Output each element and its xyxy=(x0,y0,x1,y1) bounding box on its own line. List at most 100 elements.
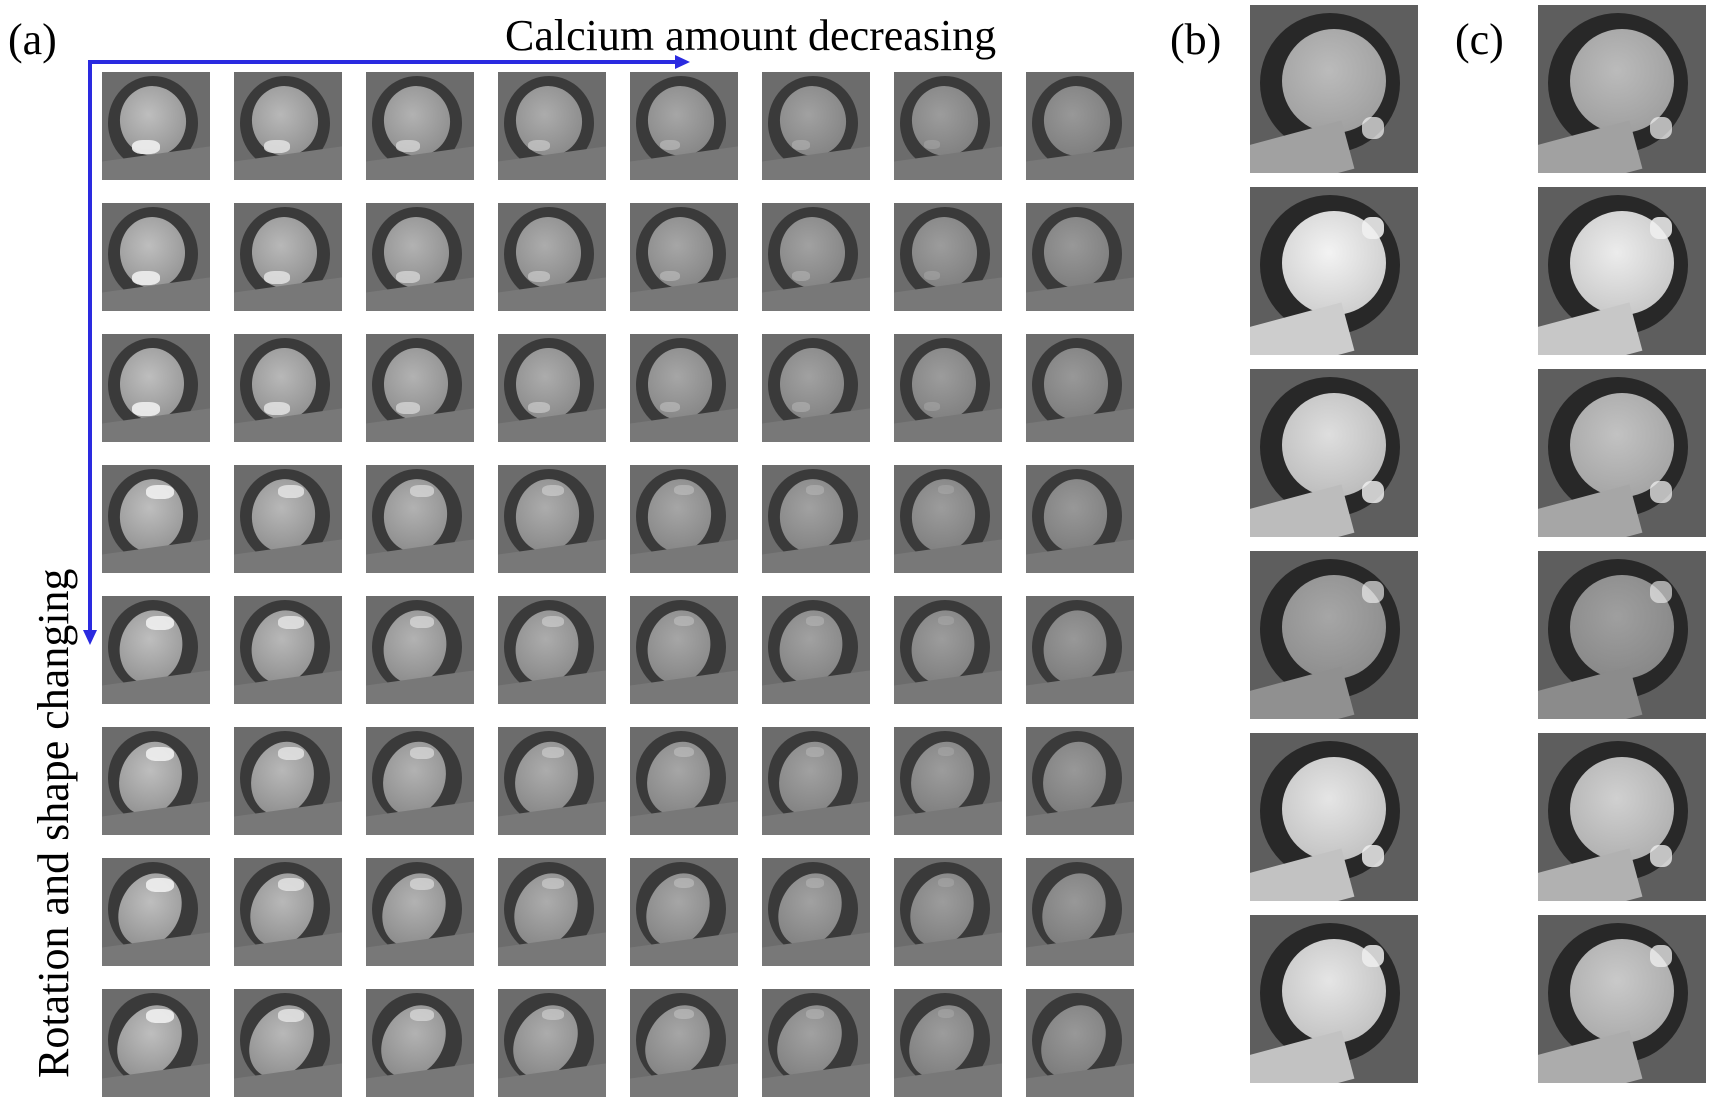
grid-image-tile xyxy=(234,465,342,573)
grid-image-tile xyxy=(498,72,606,180)
grid-image-tile xyxy=(630,72,738,180)
panel-c-image-column xyxy=(1538,5,1708,1087)
calcium-spot xyxy=(278,878,304,892)
grid-image-tile xyxy=(102,989,210,1097)
calcium-spot xyxy=(660,271,680,282)
calcium-spot xyxy=(674,616,694,627)
panel-b-image-tile xyxy=(1250,187,1418,355)
grid-image-tile xyxy=(366,72,474,180)
vessel-lumen xyxy=(1570,757,1674,861)
calcium-spot xyxy=(278,485,304,499)
arrow-group xyxy=(83,55,690,645)
grid-image-tile xyxy=(762,989,870,1097)
calcium-spot xyxy=(806,1009,824,1019)
panel-c-image-tile xyxy=(1538,187,1706,355)
calcium-spot xyxy=(1650,945,1672,967)
grid-image-tile xyxy=(102,727,210,835)
calcium-spot xyxy=(938,878,955,887)
calcium-spot xyxy=(278,1009,304,1023)
grid-image-tile xyxy=(894,596,1002,704)
grid-image-tile xyxy=(762,465,870,573)
calcium-spot xyxy=(938,1009,955,1018)
calcium-spot xyxy=(132,271,160,285)
calcium-spot xyxy=(1650,217,1672,239)
vessel-lumen xyxy=(1282,393,1386,497)
panel-c-image-tile xyxy=(1538,733,1706,901)
calcium-spot xyxy=(410,747,434,760)
calcium-spot xyxy=(410,616,434,629)
calcium-spot xyxy=(674,485,694,496)
calcium-spot xyxy=(396,271,420,284)
grid-image-tile xyxy=(234,989,342,1097)
calcium-spot xyxy=(938,747,955,756)
grid-image-tile xyxy=(234,858,342,966)
calcium-spot xyxy=(542,878,564,890)
calcium-spot xyxy=(674,1009,694,1020)
vertical-arrow-head xyxy=(83,630,97,645)
calcium-spot xyxy=(146,616,174,630)
panel-c-image-tile xyxy=(1538,551,1706,719)
calcium-spot xyxy=(792,140,810,150)
vessel-lumen xyxy=(1570,393,1674,497)
grid-image-tile xyxy=(1026,989,1134,1097)
grid-image-tile xyxy=(630,727,738,835)
grid-image-tile xyxy=(366,858,474,966)
grid-image-tile xyxy=(894,858,1002,966)
grid-image-tile xyxy=(234,72,342,180)
calcium-spot xyxy=(1362,117,1384,139)
panel-label-a: (a) xyxy=(8,15,57,64)
calcium-spot xyxy=(792,402,810,412)
grid-image-tile xyxy=(630,465,738,573)
calcium-spot xyxy=(146,485,174,499)
calcium-spot xyxy=(792,271,810,281)
grid-image-tile xyxy=(630,203,738,311)
grid-image-tile xyxy=(366,203,474,311)
grid-image-tile xyxy=(894,334,1002,442)
calcium-spot xyxy=(410,878,434,891)
calcium-spot xyxy=(132,140,160,154)
vessel-lumen xyxy=(1570,29,1674,133)
grid-image-tile xyxy=(234,203,342,311)
calcium-spot xyxy=(542,485,564,497)
grid-image-tile xyxy=(1026,596,1134,704)
calcium-spot xyxy=(528,402,550,414)
calcium-spot xyxy=(1362,581,1384,603)
grid-image-tile xyxy=(102,465,210,573)
calcium-spot xyxy=(146,878,174,892)
panel-c-image-tile xyxy=(1538,915,1706,1083)
panel-b-image-column xyxy=(1250,5,1420,1087)
grid-image-tile xyxy=(1026,334,1134,442)
calcium-spot xyxy=(132,402,160,416)
grid-image-tile xyxy=(102,72,210,180)
calcium-spot xyxy=(1362,845,1384,867)
panel-c-image-tile xyxy=(1538,369,1706,537)
grid-image-tile xyxy=(630,858,738,966)
grid-image-tile xyxy=(762,203,870,311)
calcium-spot xyxy=(924,271,941,280)
calcium-spot xyxy=(806,878,824,888)
grid-image-tile xyxy=(102,858,210,966)
grid-image-tile xyxy=(498,858,606,966)
grid-image-tile xyxy=(102,596,210,704)
panel-c-image-tile xyxy=(1538,5,1706,173)
calcium-spot xyxy=(660,140,680,151)
grid-image-tile xyxy=(630,989,738,1097)
calcium-spot xyxy=(264,271,290,285)
calcium-spot xyxy=(264,140,290,154)
panel-label-c: (c) xyxy=(1455,15,1504,64)
calcium-spot xyxy=(410,1009,434,1022)
calcium-spot xyxy=(396,140,420,153)
grid-image-tile xyxy=(366,334,474,442)
calcium-spot xyxy=(264,402,290,416)
grid-image-tile xyxy=(630,334,738,442)
grid-image-tile xyxy=(498,727,606,835)
grid-image-tile xyxy=(234,596,342,704)
grid-image-tile xyxy=(102,203,210,311)
calcium-spot xyxy=(1650,845,1672,867)
calcium-spot xyxy=(938,616,955,625)
calcium-spot xyxy=(806,747,824,757)
grid-image-tile xyxy=(498,203,606,311)
panel-b-image-tile xyxy=(1250,551,1418,719)
calcium-spot xyxy=(674,747,694,758)
